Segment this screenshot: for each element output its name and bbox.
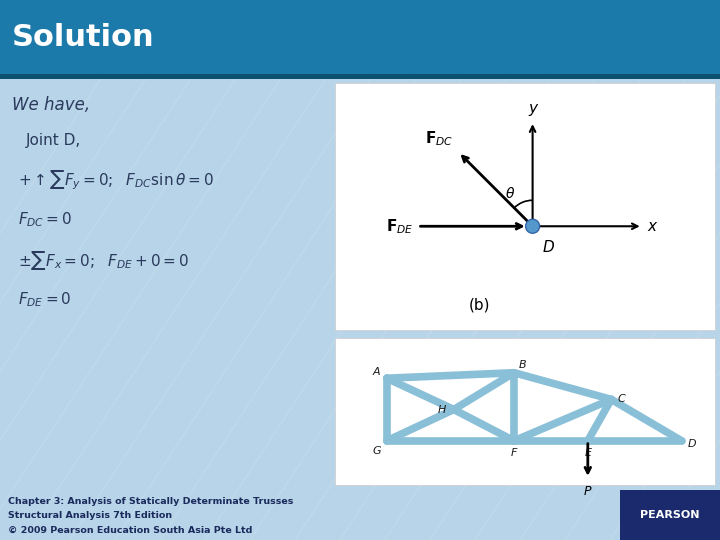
Text: Chapter 3: Analysis of Statically Determinate Trusses: Chapter 3: Analysis of Statically Determ… — [8, 497, 293, 507]
Text: $\mathbf{F}_{DC}$: $\mathbf{F}_{DC}$ — [426, 129, 454, 148]
Text: © 2009 Pearson Education South Asia Pte Ltd: © 2009 Pearson Education South Asia Pte … — [8, 525, 253, 535]
Text: $\mathbf{F}_{DE}$: $\mathbf{F}_{DE}$ — [386, 217, 413, 235]
Text: H: H — [438, 404, 446, 415]
Text: PEARSON: PEARSON — [640, 510, 700, 520]
Text: A: A — [373, 367, 381, 377]
Bar — [620, 490, 720, 540]
Text: P: P — [584, 485, 592, 498]
Text: Joint D,: Joint D, — [26, 132, 81, 147]
Text: D: D — [543, 240, 554, 255]
Text: E: E — [585, 448, 591, 458]
Text: $F_{DC} = 0$: $F_{DC} = 0$ — [18, 211, 72, 229]
Text: Solution: Solution — [12, 23, 155, 52]
Text: F: F — [511, 448, 517, 458]
Text: G: G — [372, 446, 381, 456]
Text: $F_{DE} = 0$: $F_{DE} = 0$ — [18, 291, 71, 309]
Text: y: y — [528, 102, 537, 116]
Text: We have,: We have, — [12, 96, 90, 114]
Circle shape — [526, 219, 539, 233]
Text: x: x — [647, 219, 657, 234]
Text: D: D — [688, 439, 696, 449]
Bar — [335, 338, 715, 485]
Text: C: C — [617, 394, 625, 404]
Bar — [335, 83, 715, 330]
Text: Structural Analysis 7th Edition: Structural Analysis 7th Edition — [8, 511, 172, 521]
Text: (b): (b) — [469, 297, 490, 312]
Text: $+\uparrow\sum F_y = 0;\ \ F_{DC}\sin\theta = 0$: $+\uparrow\sum F_y = 0;\ \ F_{DC}\sin\th… — [18, 168, 214, 192]
Text: $\pm\sum F_x = 0;\ \ F_{DE} + 0 = 0$: $\pm\sum F_x = 0;\ \ F_{DE} + 0 = 0$ — [18, 248, 189, 272]
Text: B: B — [518, 360, 526, 370]
Bar — [0, 74, 720, 79]
Text: $\theta$: $\theta$ — [505, 186, 516, 201]
Bar — [0, 0, 720, 75]
